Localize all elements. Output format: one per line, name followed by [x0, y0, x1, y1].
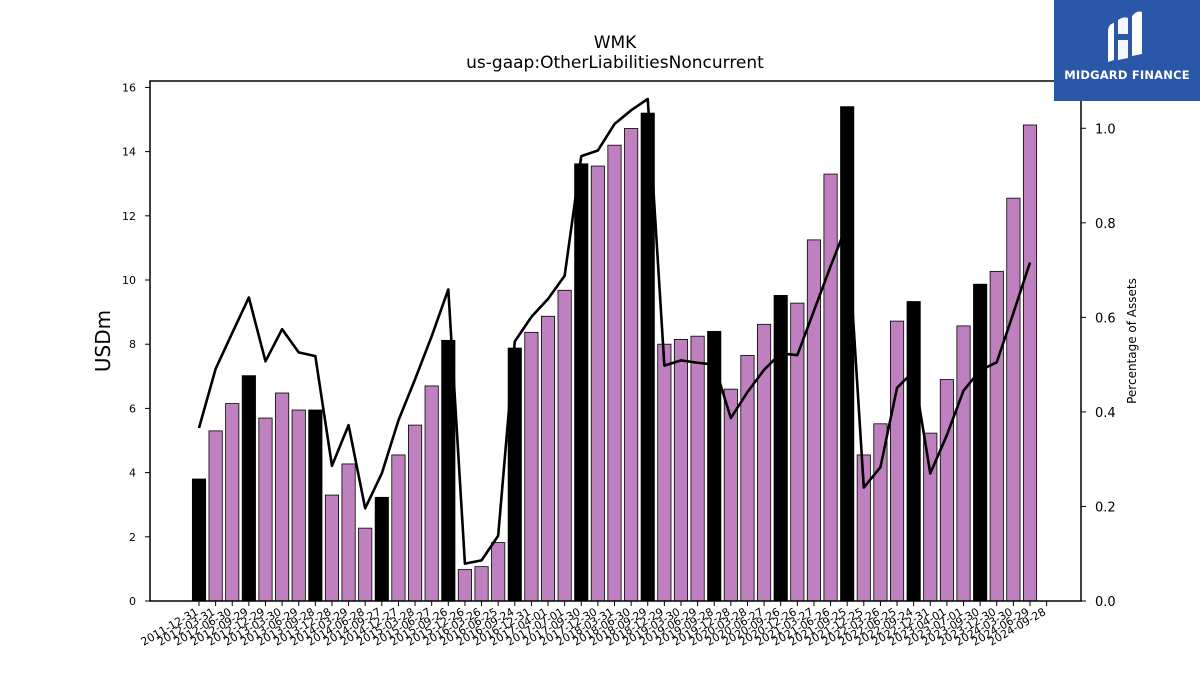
bar-2011-12-31 [191, 478, 207, 602]
brand-logo: MIDGARD FINANCE [1054, 0, 1200, 101]
line-layer [197, 97, 1032, 565]
bar-2019-03-30 [673, 338, 689, 602]
bar-2016-03-26 [474, 566, 489, 602]
bar-2021-06-26 [823, 173, 838, 602]
bar-2019-09-28 [707, 330, 722, 602]
bar-2012-03-31 [208, 430, 223, 602]
y-tick-label: 10 [122, 274, 136, 287]
bar-2017-07-01 [557, 289, 572, 602]
bar-2018-03-31 [607, 144, 622, 602]
y2-tick-label: 0.4 [1095, 406, 1116, 421]
midgard-logo-icon [1108, 11, 1142, 62]
bar-2020-12-26 [790, 302, 805, 602]
bar-2022-12-31 [923, 432, 938, 602]
y2-tick-label: 0.2 [1095, 500, 1116, 515]
bar-2014-06-28 [358, 527, 373, 602]
bar-2019-06-29 [690, 335, 705, 602]
bar-2017-04-01 [540, 315, 556, 602]
bar-2020-09-26 [773, 295, 788, 602]
pct-of-assets-line [197, 97, 1032, 565]
y-tick-label: 14 [122, 146, 136, 159]
y-tick-label: 6 [129, 402, 136, 415]
bar-2018-12-29 [657, 343, 672, 602]
bar-2013-12-28 [324, 494, 340, 602]
y2-axis-label: Percentage of Assets [1125, 278, 1139, 404]
bar-2013-09-28 [308, 409, 323, 602]
bar-2019-12-28 [723, 388, 738, 602]
bar-2015-06-27 [424, 385, 439, 602]
bar-2021-09-25 [840, 106, 855, 602]
bar-2014-09-27 [374, 496, 389, 602]
bar-2022-06-25 [889, 320, 905, 602]
y-tick-label: 4 [129, 467, 136, 480]
bar-2014-03-29 [341, 463, 356, 602]
y-tick-label: 2 [129, 531, 136, 544]
bar-2023-12-30 [989, 270, 1004, 602]
chart-title: WMK [594, 33, 637, 53]
bar-2023-09-30 [973, 283, 988, 602]
y-tick-label: 12 [122, 210, 136, 223]
y-tick-label: 8 [129, 338, 136, 351]
y2-tick-label: 0.8 [1095, 217, 1116, 232]
bar-2015-03-28 [408, 424, 423, 602]
bar-2013-06-29 [291, 409, 306, 602]
bar-2022-09-24 [906, 301, 921, 602]
y2-tick-label: 0.0 [1095, 595, 1116, 610]
bar-2016-06-25 [491, 542, 506, 602]
y2-tick-label: 0.6 [1095, 311, 1116, 326]
bars-layer [191, 106, 1038, 602]
bar-2023-07-01 [956, 325, 971, 602]
bar-2012-09-29 [241, 375, 256, 602]
bar-2012-06-30 [225, 403, 240, 602]
bar-2015-12-26 [457, 569, 472, 602]
logo-text: MIDGARD FINANCE [1064, 68, 1190, 82]
bar-2014-12-27 [391, 454, 406, 602]
bar-2017-09-30 [574, 163, 589, 602]
chart-subtitle: us-gaap:OtherLiabilitiesNoncurrent [466, 53, 764, 73]
y-axis-label: USDm [91, 310, 115, 372]
y-tick-label: 0 [129, 595, 136, 608]
bar-2017-12-30 [590, 165, 605, 602]
plot-frame [149, 80, 1082, 602]
bar-2016-12-31 [524, 331, 539, 602]
bar-2018-06-30 [624, 128, 639, 602]
bar-2012-12-29 [258, 417, 273, 602]
bar-2013-03-30 [275, 392, 290, 602]
bar-2021-03-27 [806, 239, 821, 602]
bar-2024-06-29 [1022, 124, 1038, 602]
bar-2024-03-30 [1006, 197, 1021, 602]
axes-layer: 02468101214160.00.20.40.60.81.02011-12-3… [122, 80, 1116, 649]
y-tick-label: 16 [122, 81, 136, 94]
bar-2023-04-01 [939, 379, 954, 602]
y2-tick-label: 1.0 [1095, 122, 1116, 137]
